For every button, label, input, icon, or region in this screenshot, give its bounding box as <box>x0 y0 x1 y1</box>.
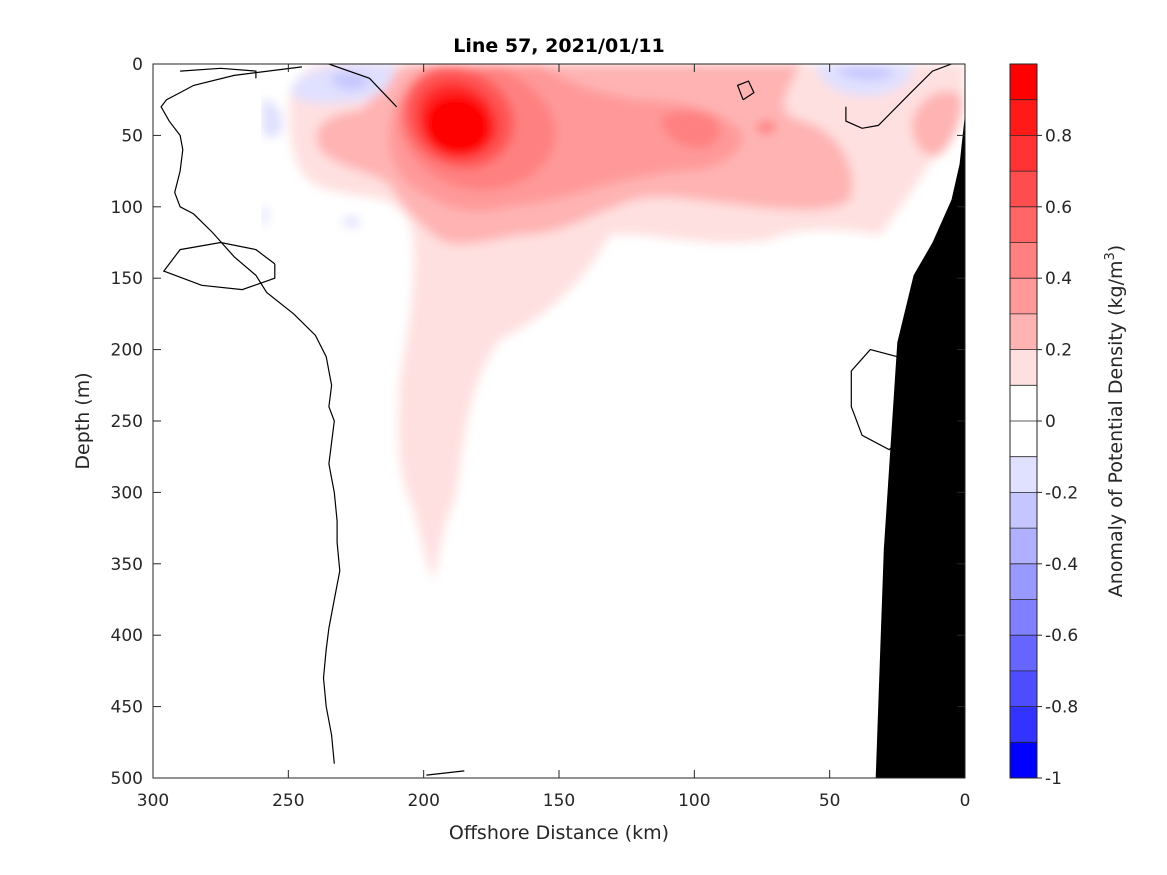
y-tick-label: 0 <box>132 55 143 75</box>
zero-contours <box>160 64 952 776</box>
colorbar-label: Anomaly of Potential Density (kg/m3) <box>1103 245 1127 597</box>
colorbar-level <box>1010 135 1037 172</box>
colorbar-tick-label: 0 <box>1045 412 1056 432</box>
y-tick-label: 300 <box>111 483 143 503</box>
anomaly-region-negative-4 <box>262 205 269 225</box>
colorbar-tick-label: 0.6 <box>1045 198 1072 218</box>
colorbar-level <box>1010 421 1037 457</box>
y-axis-ticks: 0 50 100 150 200 250 300 350 400 450 500 <box>111 55 965 789</box>
y-tick-label: 350 <box>111 555 143 575</box>
density-field <box>153 64 965 778</box>
y-tick-label: 250 <box>111 412 143 432</box>
y-tick-label: 200 <box>111 341 143 361</box>
colorbar-label-sup: 3 <box>1103 252 1118 260</box>
no-data-region <box>153 64 261 778</box>
colorbar-level <box>1010 64 1037 100</box>
zero-contour-line <box>736 80 755 101</box>
zero-contour-line <box>426 770 465 776</box>
colorbar-level <box>1010 742 1037 778</box>
seafloor <box>875 114 965 778</box>
anomaly-region-core <box>424 95 490 155</box>
colorbar-tick-label: -1 <box>1045 769 1062 789</box>
colorbar-level <box>1010 385 1037 421</box>
zero-contour-line <box>160 66 341 764</box>
y-axis-label: Depth (m) <box>72 372 94 469</box>
colorbar-level <box>1010 349 1037 386</box>
colorbar-label-main: Anomaly of Potential Density (kg/m <box>1105 261 1127 598</box>
colorbar-label-close: ) <box>1105 245 1127 252</box>
colorbar-level <box>1010 670 1037 707</box>
x-tick-label: 250 <box>272 791 304 811</box>
y-tick-label: 450 <box>111 698 143 718</box>
y-tick-label: 400 <box>111 626 143 646</box>
anomaly-region-negative-3 <box>262 99 283 138</box>
x-axis-label: Offshore Distance (km) <box>449 822 669 844</box>
colorbar-tick-label: 0.4 <box>1045 269 1072 289</box>
colorbar-level <box>1010 206 1037 243</box>
zero-contour-line <box>180 67 257 79</box>
x-tick-label: 300 <box>137 791 169 811</box>
colorbar-tick-label: -0.8 <box>1045 698 1078 718</box>
anomaly-region-0.4-0.5-small <box>756 120 776 134</box>
y-tick-label: 100 <box>111 198 143 218</box>
y-tick-label: 500 <box>111 769 143 789</box>
colorbar-level <box>1010 278 1037 314</box>
colorbar-tick-label: -0.2 <box>1045 483 1078 503</box>
colorbar-level <box>1010 706 1037 743</box>
colorbar <box>1010 64 1037 779</box>
bathymetry <box>875 114 965 778</box>
anomaly-region-negative-5 <box>342 216 360 228</box>
zero-contour-line <box>162 241 276 291</box>
anomaly-region-negative-7 <box>835 65 895 80</box>
colorbar-level <box>1010 635 1037 671</box>
x-tick-label: 0 <box>960 791 971 811</box>
colorbar-tick-label: 0.2 <box>1045 341 1072 361</box>
colorbar-level <box>1010 528 1037 564</box>
colorbar-level <box>1010 171 1037 207</box>
colorbar-level <box>1010 313 1037 350</box>
colorbar-tick-label: 0.8 <box>1045 126 1072 146</box>
colorbar-level <box>1010 456 1037 493</box>
colorbar-tick-label: -0.6 <box>1045 626 1078 646</box>
zero-contour-line <box>850 348 906 451</box>
colorbar-level <box>1010 563 1037 600</box>
colorbar-ticks: 0.8 0.6 0.4 0.2 0 -0.2 -0.4 -0.6 -0.8 -1 <box>1037 126 1078 789</box>
x-tick-label: 200 <box>407 791 439 811</box>
zero-contour-line <box>328 64 398 108</box>
anomaly-region-0.2-0.3-east <box>911 91 962 156</box>
y-tick-label: 50 <box>121 126 143 146</box>
y-tick-label: 150 <box>111 269 143 289</box>
colorbar-level <box>1010 99 1037 136</box>
x-tick-label: 50 <box>819 791 841 811</box>
x-tick-label: 150 <box>543 791 575 811</box>
zero-contour-line <box>845 64 952 129</box>
colorbar-level <box>1010 599 1037 636</box>
colorbar-level <box>1010 492 1037 529</box>
colorbar-tick-label: -0.4 <box>1045 555 1078 575</box>
colorbar-level <box>1010 242 1037 279</box>
anomaly-region-0.4-0.5 <box>660 110 721 149</box>
x-axis-ticks: 300 250 200 150 100 50 0 <box>137 64 971 811</box>
x-tick-label: 100 <box>678 791 710 811</box>
anomaly-region-negative-2 <box>330 72 370 90</box>
chart-title: Line 57, 2021/01/11 <box>453 35 665 57</box>
